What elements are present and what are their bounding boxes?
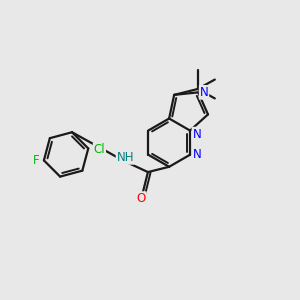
Text: N: N [193, 148, 202, 161]
Text: O: O [136, 192, 146, 205]
Text: NH: NH [116, 151, 134, 164]
Text: F: F [33, 154, 40, 167]
Text: Cl: Cl [94, 143, 105, 156]
Text: N: N [200, 86, 208, 99]
Text: N: N [192, 128, 201, 141]
